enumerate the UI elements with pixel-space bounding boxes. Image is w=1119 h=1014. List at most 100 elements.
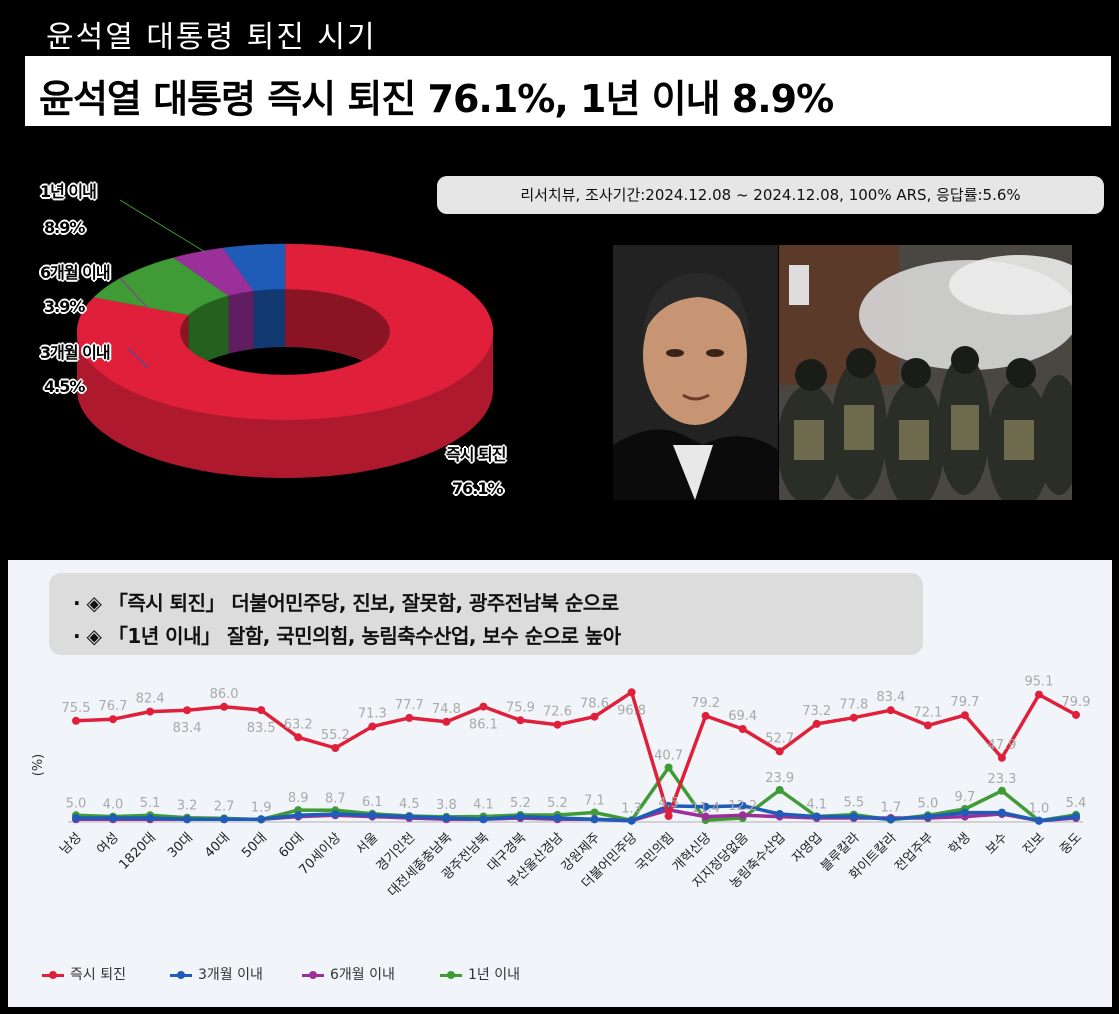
point-3개월 이내-60대 — [294, 811, 303, 820]
point-즉시 퇴진-학생 — [960, 711, 969, 720]
point-즉시 퇴진-서울 — [368, 722, 377, 731]
point-즉시 퇴진-블루칼라 — [849, 713, 858, 722]
data-label-1년 이내-50대: 1.9 — [251, 801, 272, 816]
point-3개월 이내-화이트칼라 — [886, 815, 895, 824]
data-label-1년 이내-40대: 2.7 — [214, 799, 235, 814]
headline-box: 윤석열 대통령 즉시 퇴진 76.1%, 1년 이내 8.9% — [25, 56, 1111, 126]
data-label-즉시 퇴진-대전세종충남북: 74.8 — [432, 702, 461, 717]
slice-label-6month-value: 3.9% — [44, 297, 85, 316]
data-label-즉시 퇴진-농림축수산업: 52.7 — [765, 731, 794, 746]
x-tick-label: 서울 — [354, 830, 382, 858]
data-label-1년 이내-화이트칼라: 1.7 — [880, 801, 901, 816]
slice-label-6month-name: 6개월 이내 — [40, 263, 111, 282]
x-tick-label: 여성 — [94, 830, 122, 858]
data-label-1년 이내-대구경북: 5.2 — [510, 796, 531, 811]
donut-slice-3개월 이내 — [222, 243, 286, 292]
point-즉시 퇴진-개혁신당 — [701, 711, 710, 720]
point-즉시 퇴진-농림축수산업 — [775, 747, 784, 756]
x-tick-label: 남성 — [57, 830, 85, 858]
point-6개월 이내-개혁신당 — [701, 812, 710, 821]
point-즉시 퇴진-진보 — [1035, 690, 1043, 699]
slice-label-3month-name: 3개월 이내 — [40, 343, 111, 362]
data-label-즉시 퇴진-중도: 79.9 — [1062, 695, 1091, 710]
data-label-1년 이내-개혁신당: 11.4 — [691, 801, 720, 816]
point-즉시 퇴진-보수 — [997, 753, 1006, 762]
data-label-1년 이내-지지정당없음: 12.2 — [728, 799, 757, 814]
point-즉시 퇴진-40대 — [220, 702, 229, 711]
point-즉시 퇴진-남성 — [72, 716, 80, 725]
slice-label-3month-value: 4.5% — [44, 377, 85, 396]
data-label-즉시 퇴진-남성: 75.5 — [62, 701, 91, 716]
legend-item-3month: 3개월 이내 — [170, 964, 263, 984]
data-label-즉시 퇴진-서울: 71.3 — [358, 707, 387, 722]
data-label-즉시 퇴진-자영업: 73.2 — [802, 704, 831, 719]
x-tick-label: 전업주부 — [892, 830, 936, 874]
point-3개월 이내-서울 — [368, 811, 377, 820]
point-3개월 이내-70세이상 — [331, 810, 340, 818]
point-즉시 퇴진-70세이상 — [331, 744, 340, 752]
point-3개월 이내-더불어민주당 — [627, 816, 636, 825]
legend-item-6month: 6개월 이내 — [302, 964, 395, 984]
summary-box: · ◈ 「즉시 퇴진」 더불어민주당, 진보, 잘못함, 광주전남북 순으로 ·… — [49, 573, 923, 655]
data-label-즉시 퇴진-50대: 83.5 — [247, 721, 276, 736]
donut-outer-wall — [77, 332, 493, 478]
legend-label: 3개월 이내 — [198, 967, 263, 983]
x-tick-label: 30대 — [165, 830, 196, 861]
point-3개월 이내-농림축수산업 — [775, 810, 784, 818]
point-3개월 이내-지지정당없음 — [738, 801, 747, 810]
data-label-1년 이내-서울: 6.1 — [362, 795, 383, 810]
point-즉시 퇴진-대구경북 — [516, 716, 525, 725]
point-즉시 퇴진-30대 — [183, 706, 192, 715]
point-즉시 퇴진-전업주부 — [923, 721, 932, 730]
line-chart-panel: · ◈ 「즉시 퇴진」 더불어민주당, 진보, 잘못함, 광주전남북 순으로 ·… — [8, 560, 1112, 1007]
x-tick-label: 중도 — [1057, 830, 1085, 858]
x-tick-label: 보수 — [983, 830, 1011, 858]
point-3개월 이내-강원제주 — [590, 815, 599, 824]
point-3개월 이내-부산울산경남 — [553, 814, 562, 822]
point-3개월 이내-보수 — [997, 808, 1006, 817]
point-즉시 퇴진-지지정당없음 — [738, 725, 747, 733]
point-즉시 퇴진-더불어민주당 — [627, 688, 636, 697]
point-1년 이내-농림축수산업 — [775, 786, 784, 794]
data-label-1년 이내-중도: 5.4 — [1066, 796, 1087, 811]
data-label-즉시 퇴진-더불어민주당: 96.8 — [617, 703, 646, 718]
point-3개월 이내-남성 — [72, 814, 80, 822]
leader-line-6month — [119, 277, 149, 309]
x-tick-label: 60대 — [276, 830, 307, 861]
x-tick-label: 1820대 — [116, 830, 158, 872]
data-label-즉시 퇴진-국민의힘: 4.5 — [658, 796, 679, 811]
data-label-즉시 퇴진-지지정당없음: 69.4 — [728, 709, 757, 724]
data-label-즉시 퇴진-1820대: 82.4 — [136, 692, 165, 707]
point-3개월 이내-개혁신당 — [701, 802, 710, 811]
data-label-즉시 퇴진-70세이상: 55.2 — [321, 728, 350, 743]
donut-inner-wall — [188, 295, 229, 373]
data-label-즉시 퇴진-경기인천: 77.7 — [395, 698, 424, 713]
data-label-즉시 퇴진-화이트칼라: 83.4 — [876, 690, 905, 705]
legend-item-immediate: 즉시 퇴진 — [42, 964, 126, 984]
point-3개월 이내-40대 — [220, 815, 229, 824]
data-label-즉시 퇴진-보수: 47.9 — [987, 738, 1016, 753]
point-3개월 이내-대전세종충남북 — [442, 814, 451, 822]
data-label-1년 이내-전업주부: 5.0 — [918, 796, 939, 811]
data-label-1년 이내-광주전남북: 4.1 — [473, 798, 494, 813]
data-label-즉시 퇴진-30대: 83.4 — [173, 721, 202, 736]
point-즉시 퇴진-강원제주 — [590, 712, 599, 721]
data-label-1년 이내-더불어민주당: 1.3 — [621, 801, 642, 816]
headline: 윤석열 대통령 즉시 퇴진 76.1%, 1년 이내 8.9% — [39, 77, 834, 121]
point-즉시 퇴진-1820대 — [146, 707, 155, 716]
survey-info: 리서치뷰, 조사기간:2024.12.08 ~ 2024.12.08, 100%… — [437, 176, 1104, 214]
point-3개월 이내-블루칼라 — [849, 812, 858, 821]
data-label-1년 이내-보수: 23.3 — [987, 772, 1016, 787]
leader-line-3month — [127, 347, 149, 369]
data-label-즉시 퇴진-광주전남북: 86.1 — [469, 718, 498, 733]
point-6개월 이내-지지정당없음 — [738, 811, 747, 820]
legend-label: 6개월 이내 — [330, 967, 395, 983]
point-3개월 이내-50대 — [257, 815, 266, 824]
slice-label-immediate-value: 76.1% — [452, 479, 504, 498]
point-즉시 퇴진-광주전남북 — [479, 702, 488, 711]
data-label-즉시 퇴진-여성: 76.7 — [99, 699, 128, 714]
point-즉시 퇴진-국민의힘 — [664, 812, 673, 820]
point-즉시 퇴진-자영업 — [812, 719, 821, 728]
point-1년 이내-보수 — [997, 786, 1006, 795]
point-3개월 이내-중도 — [1072, 812, 1080, 821]
